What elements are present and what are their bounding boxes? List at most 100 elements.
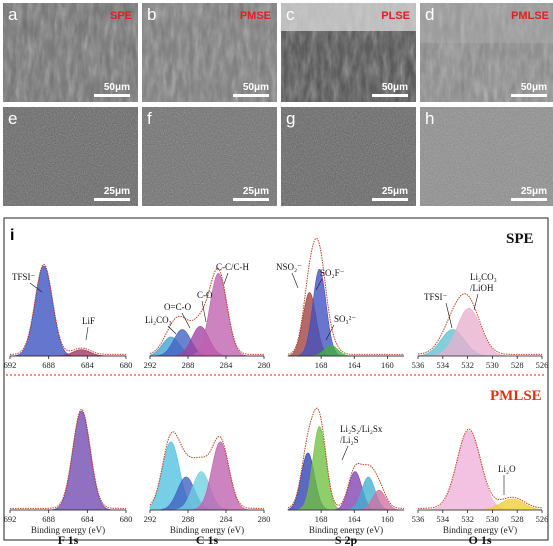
scale-bar-label: 50μm [243, 82, 269, 93]
tile-sample-tag: PMLSE [511, 10, 549, 22]
peak-annotation: TFSI⁻ [424, 292, 448, 302]
x-tick-label: 164 [348, 514, 362, 524]
tile-sample-tag: PMSE [240, 10, 271, 22]
x-tick-label: 526 [536, 360, 549, 370]
x-tick-label: 280 [258, 360, 271, 370]
panel-letter: i [10, 227, 14, 244]
x-tick-label: 160 [381, 360, 394, 370]
peak-annotation: Li₂S₂/Li₂Sx [340, 424, 383, 434]
spectrum-1-3: 536 534 532 530 528 526 [412, 428, 549, 524]
scale-bar-label: 25μm [243, 186, 269, 197]
x-tick-label: 528 [511, 360, 524, 370]
envelope-curve [417, 293, 542, 355]
spectrum-0-1: 292 288 284 280 [144, 267, 271, 370]
fit-peak [417, 430, 542, 511]
x-axis-title: Binding energy (eV) [443, 525, 517, 535]
scale-bar [233, 94, 269, 97]
x-axis-title: Binding energy (eV) [170, 525, 244, 535]
spectrum-0-2: 168 164 160 [287, 237, 404, 370]
x-tick-label: 532 [461, 360, 474, 370]
spectrum-1-0: 692 688 684 680 [4, 408, 133, 524]
envelope-curve [10, 408, 126, 509]
peak-annotation: LiF [82, 316, 95, 326]
x-tick-label: 168 [315, 514, 328, 524]
spectrum-name: O 1s [468, 533, 491, 546]
sem-image-grid: a SPE 50μm b PMSE 50μm c PLSE 50μm d PMLSE 50μm e 25μ… [3, 3, 553, 206]
scale-bar [511, 198, 547, 201]
sem-tile: c PLSE 50μm [281, 3, 416, 102]
x-tick-label: 688 [42, 360, 55, 370]
sem-tile: a SPE 50μm [3, 3, 138, 102]
x-tick-label: 288 [182, 514, 195, 524]
peak-annotation: NSO₂⁻ [276, 262, 302, 272]
peak-annotation: O=C-O [164, 302, 192, 312]
peak-annotation: C-C/C-H [216, 262, 250, 272]
x-tick-label: 684 [81, 360, 95, 370]
x-axis-title: Binding energy (eV) [31, 525, 105, 535]
sem-tile: h 25μm [420, 107, 553, 206]
row-label-spe: SPE [506, 231, 534, 247]
tile-letter: a [8, 5, 18, 24]
tile-sample-tag: SPE [110, 10, 132, 22]
envelope-curve [149, 267, 264, 355]
panel-frame [3, 217, 549, 541]
x-tick-label: 534 [436, 514, 450, 524]
x-tick-label: 292 [144, 360, 157, 370]
fit-peak [10, 410, 126, 511]
xps-spectra-panel: i SPE PMLSE 692 688 684 680 292 288 284 280 168 1… [3, 217, 549, 546]
peak-annotation: Li₂CO₃ [470, 272, 497, 282]
tile-letter: e [8, 109, 17, 128]
spectrum-name: S 2p [335, 533, 358, 546]
scale-bar [372, 94, 408, 97]
x-tick-label: 284 [220, 360, 234, 370]
x-tick-label: 684 [81, 514, 95, 524]
peak-annotation: TFSI⁻ [12, 272, 36, 282]
x-tick-label: 280 [258, 514, 271, 524]
peak-annotation: Li₂O [498, 464, 516, 474]
scale-bar-label: 50μm [382, 82, 408, 93]
peak-annotation: Li₂CO₃ [145, 315, 172, 325]
x-tick-label: 530 [486, 360, 499, 370]
x-tick-label: 692 [4, 360, 17, 370]
spectrum-name: F 1s [58, 533, 79, 546]
sem-tile: f 25μm [142, 107, 277, 206]
peak-annotation: /Li₂S [340, 435, 359, 445]
spectrum-1-1: 292 288 284 280 [144, 431, 271, 524]
spectrum-1-2: 168 164 160 [287, 407, 405, 524]
spectrum-name: C 1s [196, 533, 219, 546]
tile-letter: f [147, 109, 152, 128]
x-tick-label: 534 [436, 360, 450, 370]
spectrum-0-3: 536 534 532 530 528 526 [412, 293, 549, 370]
x-tick-label: 692 [4, 514, 17, 524]
x-tick-label: 284 [220, 514, 234, 524]
scale-bar-label: 25μm [521, 186, 547, 197]
spectrum-0-0: 692 688 684 680 [4, 263, 133, 370]
x-axis-title: Binding energy (eV) [309, 525, 383, 535]
scale-bar [94, 94, 130, 97]
x-tick-label: 164 [348, 360, 362, 370]
envelope-curve [287, 237, 404, 355]
peak-annotation: SO₃²⁻ [334, 314, 356, 324]
x-tick-label: 288 [182, 360, 195, 370]
sem-tile: b PMSE 50μm [142, 3, 277, 102]
scale-bar-label: 25μm [104, 186, 130, 197]
sem-tile: e 25μm [3, 107, 138, 206]
scale-bar [233, 198, 269, 201]
envelope-curve [287, 407, 405, 509]
peak-annotation: C-O [197, 290, 213, 300]
row-label-pmlse: PMLSE [490, 388, 542, 404]
x-tick-label: 526 [536, 514, 549, 524]
x-tick-label: 680 [120, 514, 133, 524]
tile-letter: d [425, 5, 434, 24]
x-tick-label: 160 [381, 514, 394, 524]
x-tick-label: 532 [461, 514, 474, 524]
envelope-curve [149, 431, 264, 509]
tile-sample-tag: PLSE [381, 10, 410, 22]
peak-annotation: /LiOH [470, 283, 494, 293]
scale-bar [94, 198, 130, 201]
scale-bar-label: 50μm [521, 82, 547, 93]
tile-letter: g [286, 109, 295, 128]
x-tick-label: 680 [120, 360, 133, 370]
x-tick-label: 168 [315, 360, 328, 370]
tile-letter: h [425, 109, 434, 128]
